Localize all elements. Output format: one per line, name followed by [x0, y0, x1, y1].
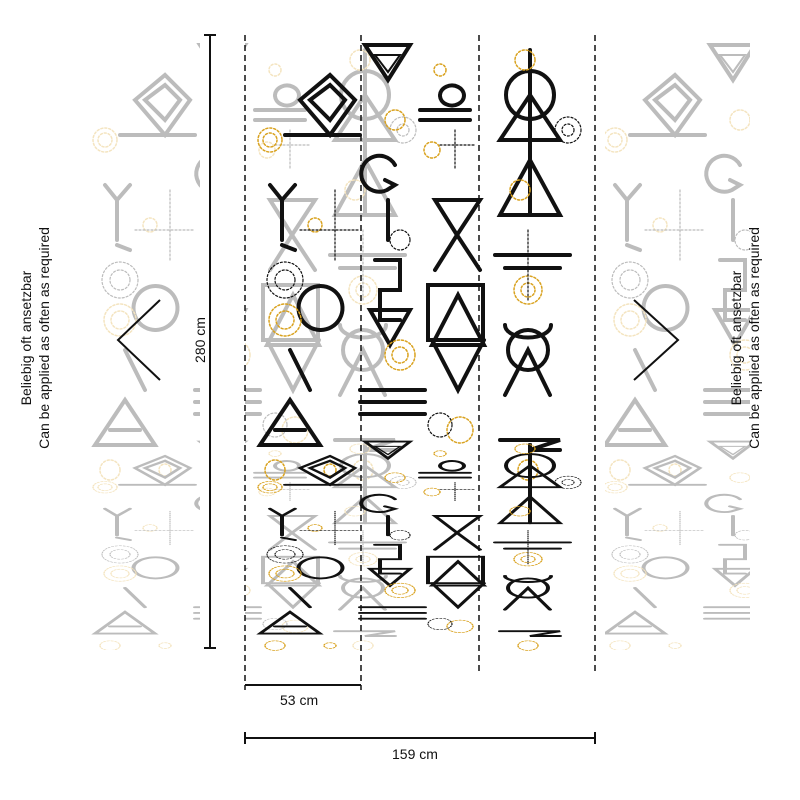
height-label: 280 cm: [191, 300, 209, 380]
height-dimension-line: [204, 34, 216, 649]
repeat-note-right: Beliebig oft ansetzbar Can be applied as…: [727, 208, 763, 468]
repeat-note-left-en: Can be applied as often as required: [36, 227, 52, 449]
faded-repeat-left: [91, 43, 418, 653]
total-width-dimension-line: [244, 732, 596, 744]
chevron-left-icon: [633, 299, 680, 381]
total-width-label: 159 cm: [392, 746, 438, 762]
repeat-note-right-en: Can be applied as often as required: [746, 227, 762, 449]
repeat-note-right-de: Beliebig oft ansetzbar: [728, 270, 744, 406]
repeat-note-left: Beliebig oft ansetzbar Can be applied as…: [17, 208, 53, 468]
repeat-note-left-de: Beliebig oft ansetzbar: [18, 270, 34, 406]
strip-width-label: 53 cm: [280, 692, 319, 708]
chevron-right-icon: [116, 299, 161, 381]
wallpaper-strips: [256, 43, 583, 653]
strip-boundaries: [244, 35, 596, 690]
